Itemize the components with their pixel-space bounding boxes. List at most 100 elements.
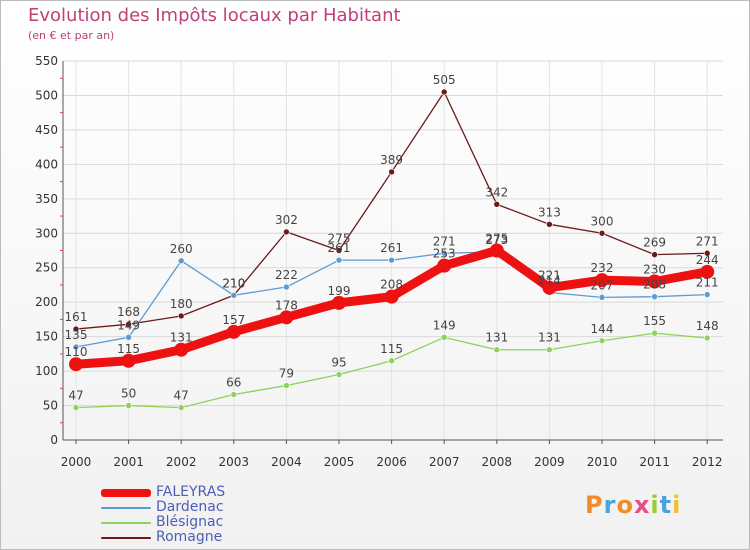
data-label-faleyras: 221 <box>538 269 561 283</box>
data-point-romagne <box>598 229 606 237</box>
x-tick-label-2009: 2009 <box>534 455 565 469</box>
data-label-dardenac: 208 <box>643 278 666 292</box>
data-label-romagne: 210 <box>222 276 245 290</box>
data-label-romagne: 505 <box>433 73 456 87</box>
data-point-faleyras <box>174 342 189 357</box>
data-point-blsignac <box>651 329 658 337</box>
data-label-blsignac: 155 <box>643 314 666 328</box>
data-point-dardenac <box>388 256 395 264</box>
data-point-blsignac <box>283 382 290 389</box>
data-label-faleyras: 208 <box>380 278 403 292</box>
chart-subtitle: (en € et par an) <box>28 29 115 42</box>
data-label-romagne: 180 <box>170 297 193 311</box>
data-point-faleyras <box>121 353 136 368</box>
data-label-blsignac: 66 <box>226 376 241 390</box>
y-tick-label-100: 100 <box>35 364 58 378</box>
data-label-romagne: 342 <box>485 185 508 199</box>
data-point-dardenac <box>230 291 238 299</box>
data-label-faleyras: 275 <box>485 232 508 246</box>
data-point-faleyras <box>542 280 557 295</box>
y-tick-label-450: 450 <box>35 123 58 137</box>
y-tick-label-400: 400 <box>35 157 58 171</box>
logo-letter: i <box>672 491 682 519</box>
data-label-blsignac: 79 <box>279 367 294 381</box>
data-point-faleyras <box>384 289 399 304</box>
data-point-blsignac <box>177 404 185 411</box>
data-point-romagne <box>493 201 501 208</box>
data-point-dardenac <box>651 293 658 300</box>
legend-label-blsignac: Blésignac <box>156 514 224 530</box>
data-point-dardenac <box>440 249 448 257</box>
logo-letter: x <box>633 491 651 519</box>
data-label-dardenac: 222 <box>275 268 298 282</box>
data-label-dardenac: 210 <box>222 276 245 290</box>
data-label-romagne: 269 <box>643 236 666 250</box>
data-label-dardenac: 273 <box>485 233 508 247</box>
data-point-romagne <box>335 247 343 254</box>
data-label-faleyras: 199 <box>328 284 351 298</box>
data-point-blsignac <box>703 334 711 342</box>
data-point-romagne <box>546 221 553 228</box>
data-label-romagne: 389 <box>380 153 403 167</box>
data-label-blsignac: 95 <box>331 356 346 370</box>
legend-item-faleyras: FALEYRAS <box>101 485 301 500</box>
data-label-dardenac: 271 <box>433 234 456 248</box>
logo-letter: i <box>650 491 660 519</box>
y-tick-label-550: 550 <box>35 54 58 68</box>
data-point-blsignac <box>388 357 395 365</box>
data-point-faleyras <box>279 310 294 325</box>
data-point-dardenac <box>598 294 606 301</box>
x-tick-label-2008: 2008 <box>482 455 513 469</box>
data-point-blsignac <box>230 391 238 398</box>
data-point-blsignac <box>546 346 553 354</box>
x-tick-label-2003: 2003 <box>219 455 250 469</box>
data-point-blsignac <box>493 346 501 354</box>
data-label-blsignac: 144 <box>591 322 614 336</box>
data-point-blsignac <box>598 337 606 345</box>
data-label-faleyras: 230 <box>643 263 666 277</box>
legend-swatch-dardenac <box>101 507 151 509</box>
data-point-romagne <box>177 312 185 320</box>
data-label-dardenac: 261 <box>328 241 351 255</box>
data-point-faleyras <box>332 295 346 310</box>
data-label-faleyras: 178 <box>275 298 298 312</box>
data-label-dardenac: 260 <box>170 242 193 256</box>
data-label-dardenac: 261 <box>380 241 403 255</box>
data-point-romagne <box>440 88 448 96</box>
data-point-romagne <box>125 320 132 328</box>
data-label-dardenac: 149 <box>117 318 140 332</box>
data-label-blsignac: 131 <box>538 331 561 345</box>
logo-letter: o <box>616 491 634 519</box>
legend-item-romagne: Romagne <box>101 530 301 545</box>
legend-label-romagne: Romagne <box>156 529 223 545</box>
data-point-faleyras <box>489 243 504 258</box>
x-tick-label-2001: 2001 <box>113 455 144 469</box>
data-point-faleyras <box>69 357 83 372</box>
data-label-blsignac: 47 <box>174 389 189 403</box>
data-point-romagne <box>72 325 80 333</box>
legend-item-dardenac: Dardenac <box>101 500 301 515</box>
data-point-faleyras <box>595 273 609 288</box>
x-tick-label-2000: 2000 <box>61 455 92 469</box>
data-label-blsignac: 148 <box>696 319 719 333</box>
data-label-faleyras: 253 <box>433 247 456 261</box>
legend-swatch-faleyras <box>101 489 151 497</box>
y-tick-label-350: 350 <box>35 192 58 206</box>
x-tick-label-2005: 2005 <box>324 455 355 469</box>
logo-letter: t <box>659 491 673 519</box>
x-tick-label-2010: 2010 <box>587 455 618 469</box>
data-label-faleyras: 232 <box>591 261 614 275</box>
data-label-romagne: 302 <box>275 213 298 227</box>
data-label-romagne: 300 <box>591 214 614 228</box>
y-tick-label-500: 500 <box>35 88 58 102</box>
legend-label-dardenac: Dardenac <box>156 499 224 515</box>
data-label-romagne: 313 <box>538 205 561 219</box>
data-label-dardenac: 207 <box>591 278 614 292</box>
data-label-romagne: 275 <box>328 232 351 246</box>
legend-swatch-romagne <box>101 537 151 539</box>
y-tick-label-150: 150 <box>35 330 58 344</box>
data-point-dardenac <box>335 256 343 264</box>
data-point-blsignac <box>440 334 448 341</box>
